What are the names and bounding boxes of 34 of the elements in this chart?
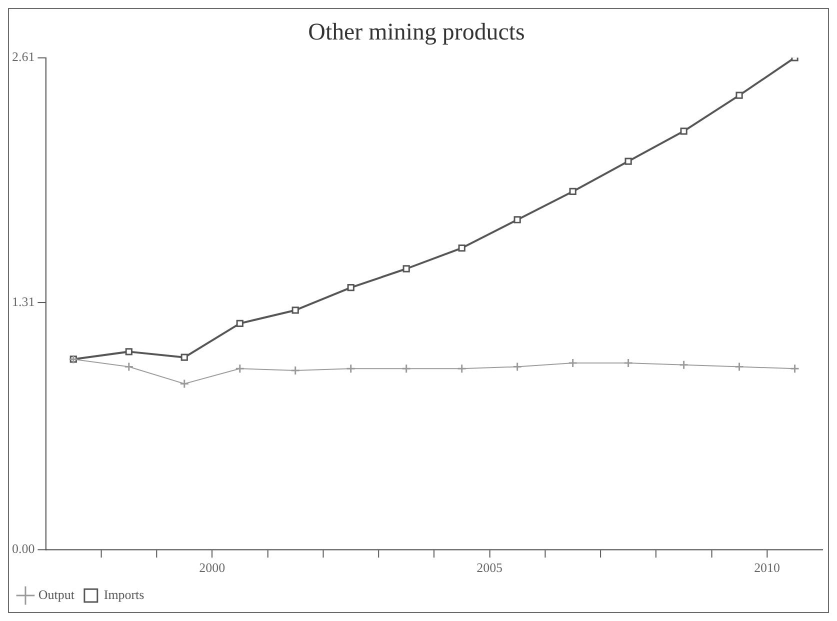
y-tick-label: 2.61 — [12, 49, 35, 64]
y-tick-label: 1.31 — [12, 294, 35, 310]
point — [235, 364, 245, 374]
point — [124, 362, 134, 372]
point — [457, 364, 467, 374]
point — [790, 364, 800, 374]
point — [347, 284, 354, 292]
legend-label: Output — [38, 586, 75, 602]
point — [180, 354, 188, 361]
point — [125, 348, 132, 356]
x-tick-label: 2000 — [199, 560, 226, 575]
point — [680, 128, 688, 135]
x-tick-label: 2010 — [754, 560, 780, 575]
point — [679, 360, 689, 370]
point — [734, 362, 744, 372]
legend-label: Imports — [104, 586, 144, 602]
point — [624, 158, 632, 165]
y-tick-label: 0.00 — [12, 541, 35, 556]
point — [402, 265, 410, 272]
point — [458, 244, 466, 252]
point — [180, 378, 190, 388]
point — [736, 92, 743, 99]
chart-title: Other mining products — [308, 20, 525, 46]
point — [568, 358, 578, 368]
point — [236, 320, 244, 327]
x-tick-label: 2005 — [476, 560, 503, 575]
point — [569, 188, 576, 196]
point — [346, 364, 356, 374]
point — [512, 362, 522, 372]
point — [514, 216, 521, 224]
point — [402, 364, 412, 374]
point — [290, 366, 300, 376]
point — [292, 306, 299, 314]
point — [624, 358, 634, 368]
